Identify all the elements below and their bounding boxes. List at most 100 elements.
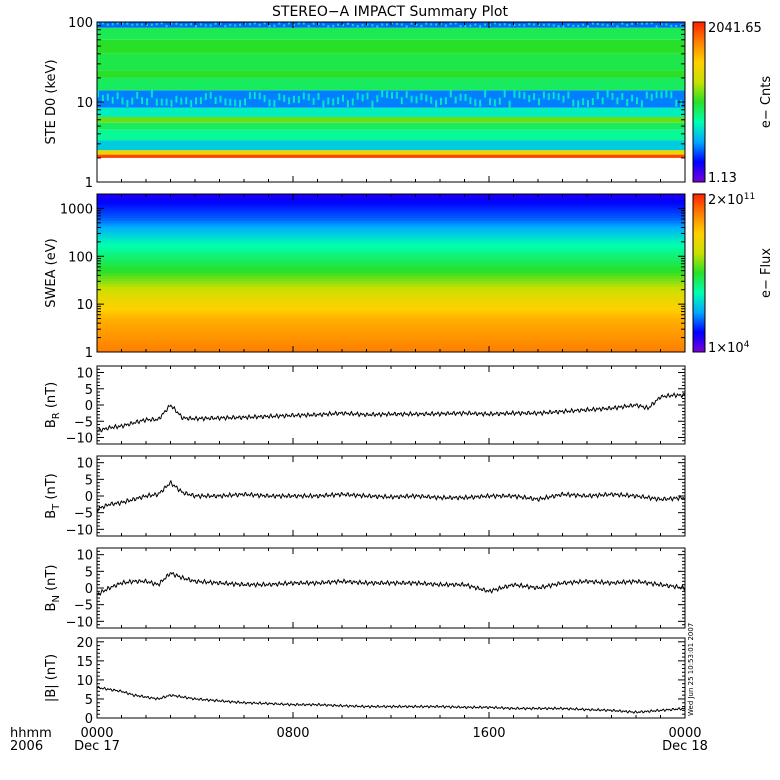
heatmap-texture [440, 97, 442, 105]
heatmap-texture [131, 97, 134, 105]
heatmap-texture [165, 98, 168, 106]
heatmap-texture [410, 22, 413, 25]
heatmap-texture [518, 23, 521, 27]
heatmap-row [97, 246, 685, 250]
y-tick-label: 0 [85, 712, 93, 727]
heatmap-texture [420, 24, 423, 28]
heatmap-texture [493, 22, 496, 25]
heatmap-texture [312, 22, 315, 25]
heatmap-texture [557, 93, 560, 101]
heatmap-row [97, 257, 685, 261]
heatmap-texture [523, 24, 526, 27]
heatmap-texture [293, 95, 295, 103]
heatmap-row [97, 222, 685, 227]
heatmap-texture [199, 23, 202, 26]
heatmap-texture [371, 24, 374, 27]
heatmap-texture [288, 22, 291, 25]
heatmap-texture [489, 98, 491, 106]
heatmap-texture [454, 22, 457, 25]
heatmap-band [97, 107, 685, 117]
heatmap-texture [258, 92, 261, 100]
heatmap-texture [136, 91, 139, 99]
heatmap-texture [150, 23, 153, 26]
heatmap-texture [400, 23, 403, 26]
heatmap-texture [474, 23, 477, 26]
heatmap-row [97, 225, 685, 229]
heatmap-texture [582, 23, 585, 26]
heatmap-texture [204, 24, 207, 27]
heatmap-texture [626, 98, 629, 106]
time-axis-unit-label: hhmm [10, 726, 52, 741]
heatmap-row [97, 344, 685, 348]
heatmap-texture [253, 22, 256, 25]
heatmap-texture [302, 92, 305, 100]
heatmap-texture [621, 22, 624, 25]
heatmap-row [97, 315, 685, 319]
heatmap-texture [484, 90, 487, 98]
heatmap-texture [503, 23, 506, 26]
heatmap-texture [175, 22, 178, 25]
heatmap-texture [415, 23, 418, 27]
colorbar-scale [692, 21, 706, 183]
heatmap-row [97, 249, 685, 253]
heatmap-texture [258, 23, 261, 27]
heatmap-band [97, 53, 685, 71]
heatmap-texture [616, 97, 619, 105]
heatmap-texture [479, 25, 482, 28]
heatmap-band [97, 154, 685, 158]
heatmap-texture [175, 95, 178, 103]
heatmap-band [97, 116, 685, 123]
y-axis-title: |B| (nT) [44, 654, 59, 702]
y-tick-label: 5 [85, 565, 93, 580]
line-panel-3: 105 0 −5−10 BT (nT) [44, 455, 686, 538]
heatmap-texture [542, 91, 545, 99]
heatmap-texture [562, 95, 565, 103]
heatmap-texture [444, 24, 447, 27]
heatmap-row [97, 267, 685, 271]
heatmap-texture [97, 90, 99, 98]
heatmap-row [97, 238, 685, 242]
heatmap-row [97, 346, 685, 350]
heatmap-texture [444, 97, 447, 105]
heatmap-texture [596, 22, 599, 26]
heatmap-texture [567, 23, 570, 26]
y-tick-label: 0 [85, 582, 93, 597]
heatmap-texture [185, 97, 188, 105]
heatmap-texture [160, 98, 163, 106]
heatmap-texture [601, 23, 604, 26]
heatmap-texture [395, 91, 398, 99]
y-axis-title: BR (nT) [44, 382, 62, 428]
heatmap-row [97, 283, 685, 287]
heatmap-texture [116, 22, 119, 25]
y-tick-label: 10 [76, 674, 93, 689]
heatmap-texture [469, 24, 472, 27]
colorbar-min-label: 1×104 [708, 340, 750, 356]
heatmap-texture [606, 24, 609, 27]
heatmap-texture [557, 25, 560, 28]
heatmap-texture [645, 22, 648, 25]
heatmap-texture [190, 100, 193, 108]
heatmap-texture [640, 100, 643, 108]
y-tick-label: 100 [68, 250, 93, 265]
y-tick-label: 10 [76, 298, 93, 313]
heatmap-texture [636, 22, 638, 25]
heatmap-texture [165, 24, 168, 28]
heatmap-texture [366, 92, 369, 100]
heatmap-texture [582, 98, 585, 106]
heatmap-texture [400, 97, 403, 105]
heatmap-texture [106, 93, 109, 101]
heatmap-texture [214, 97, 217, 104]
heatmap-texture [288, 97, 291, 105]
heatmap-row [97, 251, 685, 256]
time-date-label: Dec 18 [662, 739, 708, 754]
heatmap-texture [626, 23, 629, 27]
heatmap-texture [533, 93, 536, 101]
heatmap-texture [126, 99, 129, 107]
y-tick-label: 10 [76, 457, 93, 472]
time-tick-label: 0000 [80, 726, 113, 741]
heatmap-band [97, 77, 685, 91]
heatmap-texture [322, 100, 325, 108]
heatmap-texture [371, 100, 374, 108]
heatmap-texture [680, 100, 683, 108]
heatmap-texture [146, 98, 148, 106]
